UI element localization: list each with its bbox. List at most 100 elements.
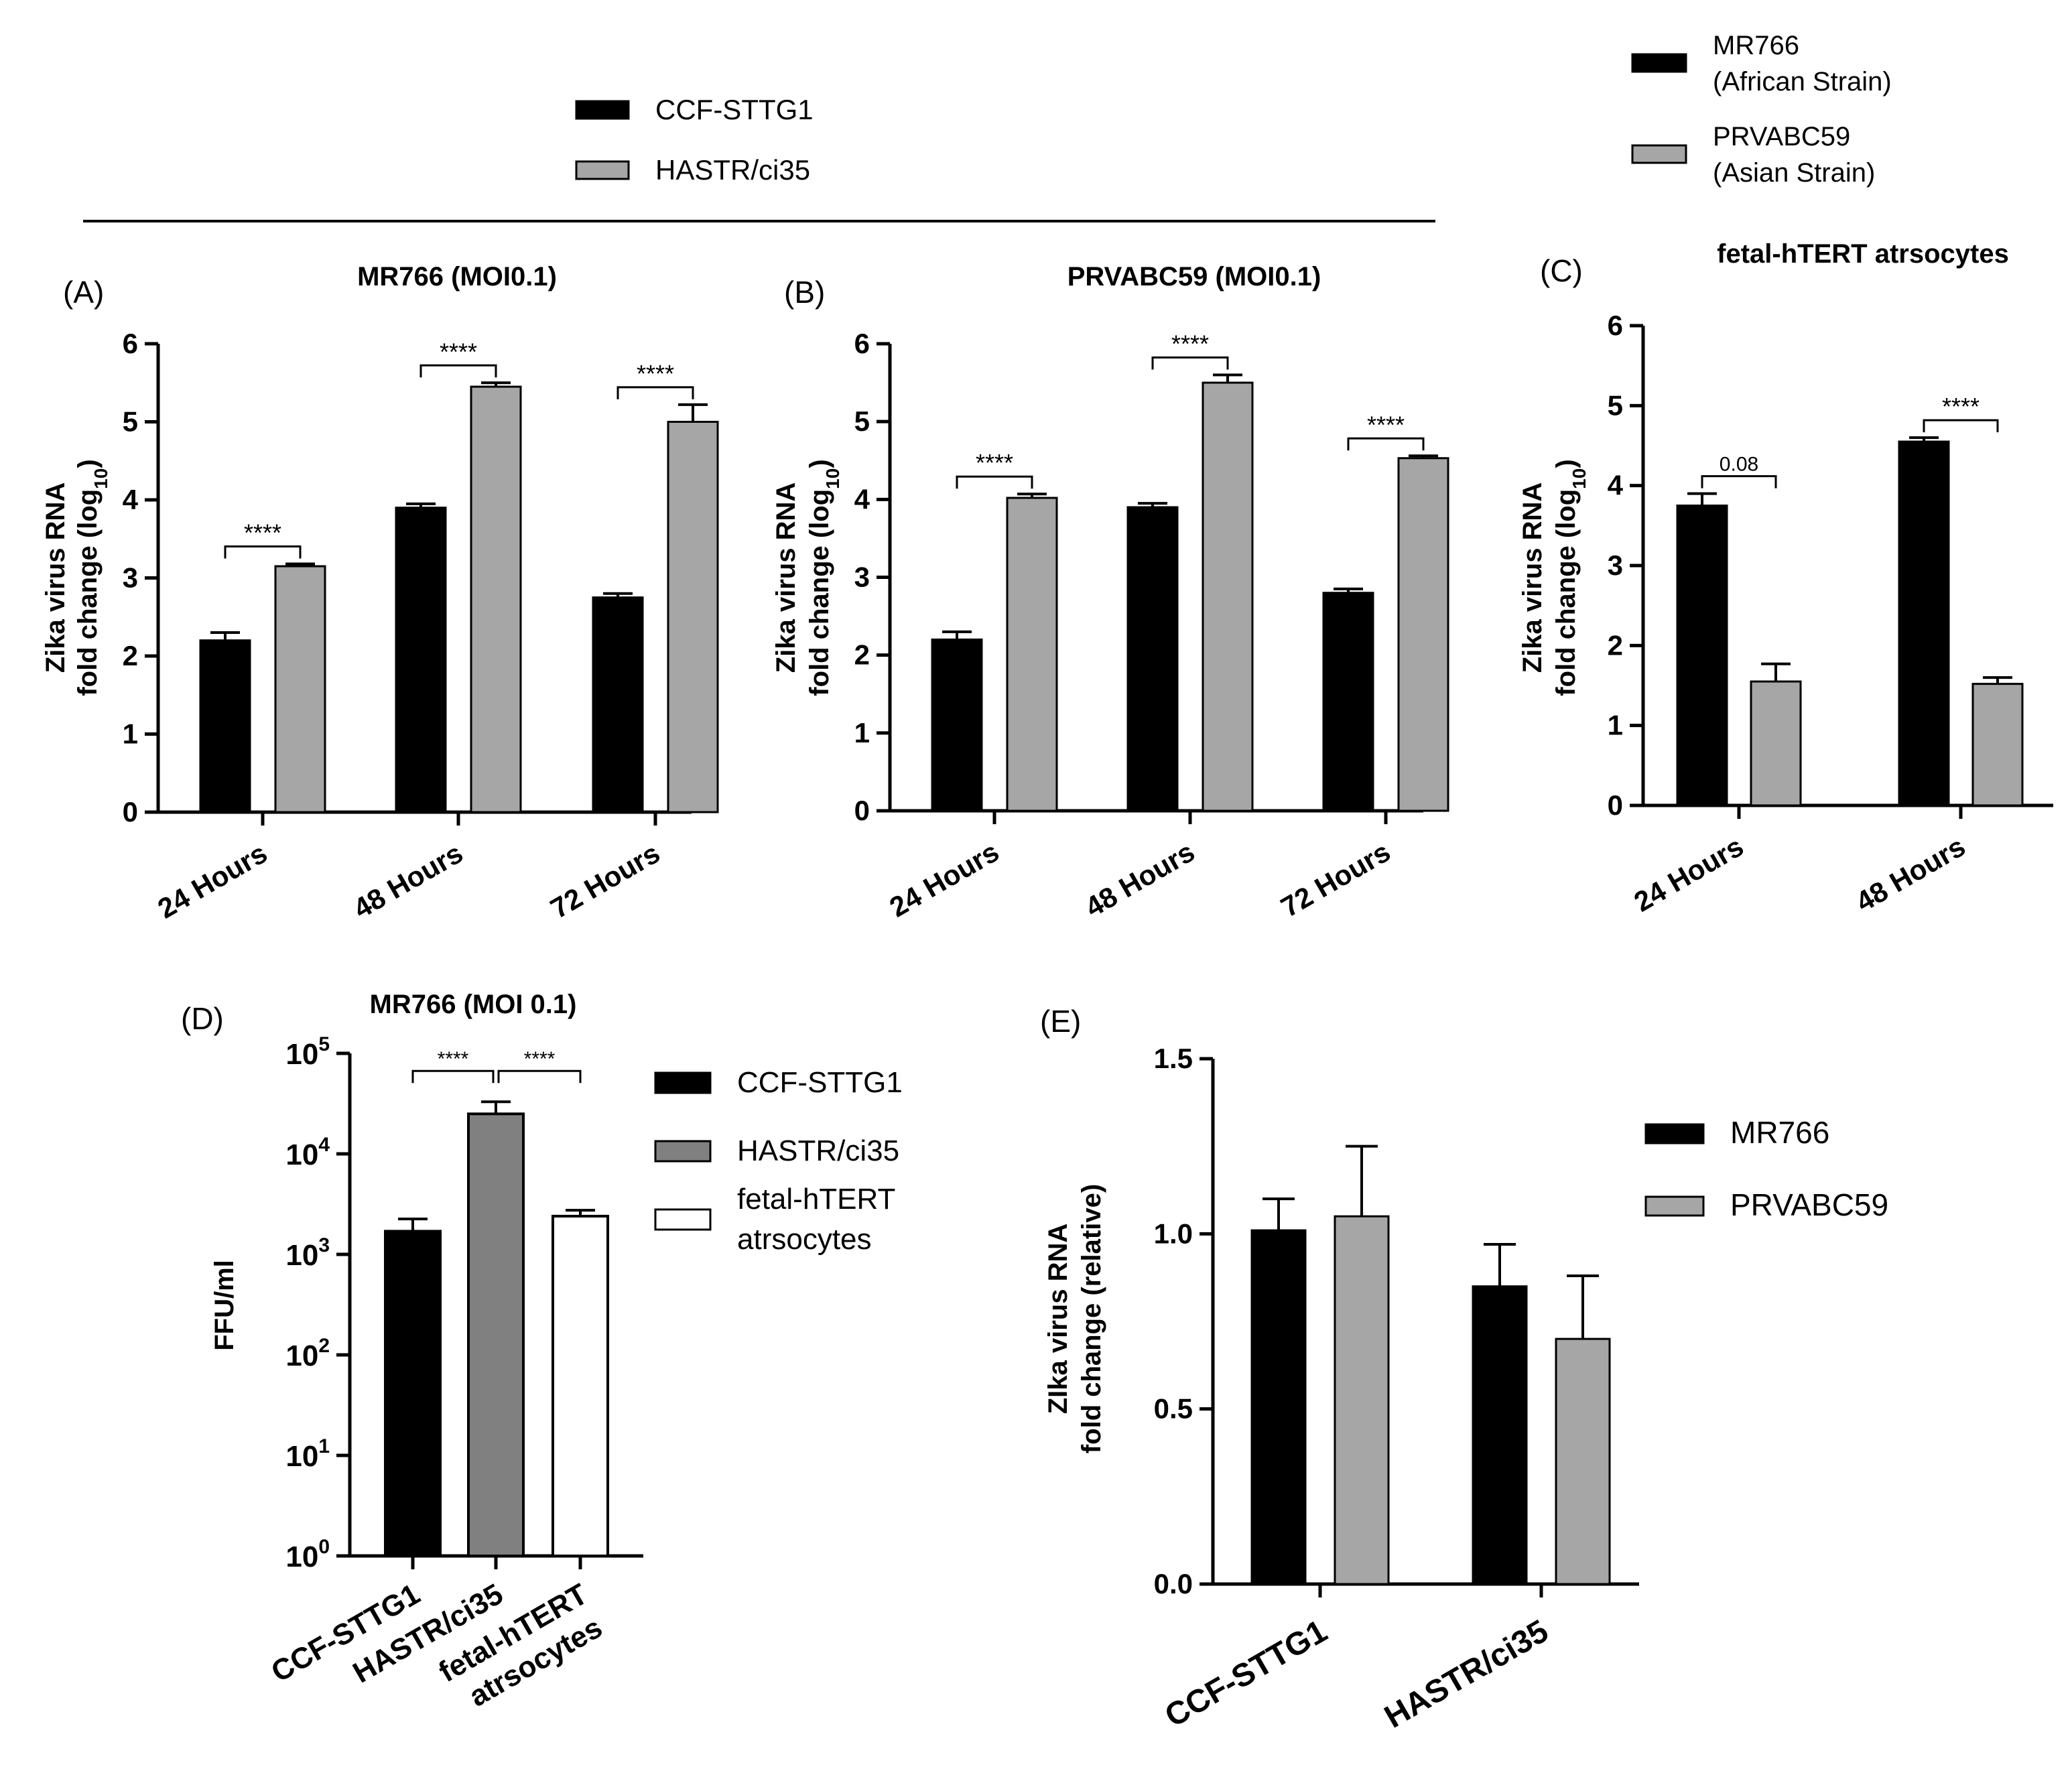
y-axis-label: Zika virus RNA — [1518, 482, 1547, 673]
legend-swatch — [654, 1208, 712, 1231]
legend-swatch — [1631, 53, 1687, 73]
panel-B: (B) PRVABC59 (MOI0.1) 0 1 2 3 4 5 6 Zika virus RN… — [771, 262, 1449, 923]
legend-label: CCF-STTG1 — [655, 94, 814, 125]
x-tick-label: 48 Hours — [1080, 836, 1200, 923]
legend-e: MR766 PRVABC59 — [1644, 1115, 1888, 1222]
significance-label: 0.08 — [1720, 454, 1758, 476]
y-tick-label: 0.0 — [1154, 1568, 1193, 1599]
y-tick-label: 4 — [854, 483, 870, 515]
legend-swatch — [575, 160, 630, 180]
y-tick-label: 3 — [123, 562, 138, 594]
y-tick-label: 6 — [854, 328, 870, 359]
y-tick-label: 4 — [123, 484, 139, 515]
legend-swatch — [654, 1071, 712, 1094]
significance-label: **** — [1942, 393, 1980, 420]
x-tick-label: 48 Hours — [1850, 830, 1970, 918]
significance-label: **** — [976, 449, 1013, 476]
legend-swatch — [1631, 144, 1687, 164]
y-tick-label: 5 — [123, 406, 138, 438]
chart-title: fetal-hTERT atrsocytes — [1717, 239, 2009, 269]
y-tick-label: 1.5 — [1154, 1043, 1193, 1074]
bar-a-series2 — [470, 385, 522, 813]
legend-cell-lines: CCF-STTG1 HASTR/ci35 — [575, 94, 814, 186]
panel-C: (C) fetal-hTERT atrsocytes 0 1 2 3 4 5 6 Zika vir… — [1518, 239, 2053, 918]
y-tick-label: 3 — [854, 562, 870, 593]
bar-b-series2 — [1202, 381, 1254, 812]
x-tick-label: 48 Hours — [348, 837, 468, 925]
y-tick-label: 101 — [285, 1435, 330, 1473]
legend-label: MR766 — [1730, 1115, 1829, 1150]
x-tick-label: 24 Hours — [884, 836, 1004, 923]
panel-E: (E) 0.0 0.5 1.0 1.5 ZIka virus RNA fold change… — [1040, 1004, 1639, 1735]
chart-title: MR766 (MOI 0.1) — [370, 990, 577, 1019]
x-tick-label: 72 Hours — [1275, 836, 1395, 923]
legend-label: HASTR/ci35 — [737, 1134, 899, 1167]
significance-bracket — [1347, 437, 1425, 451]
y-tick-label: 100 — [285, 1536, 330, 1573]
bar-e-series1 — [1250, 1229, 1307, 1585]
significance-bracket — [956, 475, 1033, 489]
legend-label: CCF-STTG1 — [737, 1066, 903, 1099]
y-tick-label: 105 — [285, 1033, 330, 1071]
significance-bracket — [224, 545, 302, 559]
panel-A: (A) MR766 (MOI0.1) 0 1 2 3 4 5 6 Zika virus RNA fo… — [41, 262, 719, 925]
y-axis-label: fold change (log10) — [1551, 459, 1590, 696]
y-axis-label: fold change (relative) — [1077, 1184, 1106, 1453]
y-axis-label: fold change (log10) — [805, 459, 843, 696]
bar-b-series1 — [1126, 506, 1179, 812]
y-tick-label: 4 — [1608, 470, 1624, 501]
legend-label: (Asian Strain) — [1713, 158, 1875, 188]
significance-label: **** — [637, 360, 674, 387]
y-tick-label: 103 — [285, 1234, 330, 1272]
y-tick-label: 1 — [1608, 710, 1623, 741]
panel-label: (B) — [784, 275, 825, 310]
y-tick-label: 2 — [123, 640, 138, 671]
x-tick-label: HASTR/ci35 — [1378, 1614, 1554, 1735]
legend-label: (African Strain) — [1713, 67, 1892, 96]
bar-c-series2 — [1750, 680, 1802, 807]
panel-label: (D) — [181, 1001, 224, 1036]
legend-swatch — [575, 100, 630, 120]
significance-label: **** — [1171, 330, 1209, 357]
significance-bracket — [617, 386, 694, 399]
y-tick-label: 104 — [285, 1134, 330, 1171]
y-tick-label: 102 — [285, 1335, 330, 1372]
y-tick-label: 1 — [123, 718, 138, 750]
y-axis-label: Zika virus RNA — [771, 482, 801, 673]
bar-e-series1 — [1472, 1285, 1528, 1585]
bar-c-series1 — [1676, 505, 1728, 807]
significance-label: **** — [244, 519, 281, 547]
significance-label: **** — [440, 338, 477, 365]
panel-D: (D) MR766 (MOI 0.1) 100 101 102 103 104 105 FFU/… — [181, 990, 643, 1713]
legend-swatch — [1644, 1195, 1705, 1217]
bar-a-series1 — [395, 507, 447, 813]
y-tick-label: 5 — [1608, 389, 1623, 421]
legend-label: atrsocytes — [737, 1223, 872, 1256]
legend-label: fetal-hTERT — [737, 1183, 895, 1216]
y-tick-label: 3 — [1608, 549, 1623, 581]
legend-swatch — [654, 1140, 712, 1163]
panel-label: (C) — [1540, 253, 1583, 288]
significance-bracket — [419, 364, 497, 378]
y-tick-label: 0.5 — [1154, 1393, 1193, 1425]
legend-d: CCF-STTG1 HASTR/ci35 fetal-hTERT atrsocytes — [654, 1066, 903, 1256]
y-tick-label: 2 — [1608, 629, 1623, 661]
panel-label: (E) — [1040, 1004, 1081, 1039]
bar-a-series2 — [667, 421, 719, 813]
legend-label: PRVABC59 — [1730, 1187, 1888, 1222]
y-tick-label: 0 — [123, 796, 138, 828]
bar-c-series1 — [1898, 440, 1950, 807]
y-axis-label: ZIka virus RNA — [1043, 1224, 1073, 1415]
y-tick-label: 2 — [854, 639, 870, 671]
significance-bracket — [497, 1069, 582, 1084]
x-tick-label: CCF-STTG1 — [1159, 1614, 1334, 1735]
significance-label: **** — [1367, 411, 1405, 438]
bar-e-series2 — [1555, 1337, 1611, 1585]
x-tick-label: 72 Hours — [545, 837, 665, 925]
y-tick-label: 0 — [854, 795, 870, 826]
bar-b-series2 — [1397, 457, 1449, 812]
chart-title: PRVABC59 (MOI0.1) — [1067, 262, 1321, 291]
y-axis-label: fold change (log10) — [73, 459, 111, 696]
y-tick-label: 5 — [854, 405, 870, 437]
bar-b-series2 — [1006, 497, 1058, 812]
